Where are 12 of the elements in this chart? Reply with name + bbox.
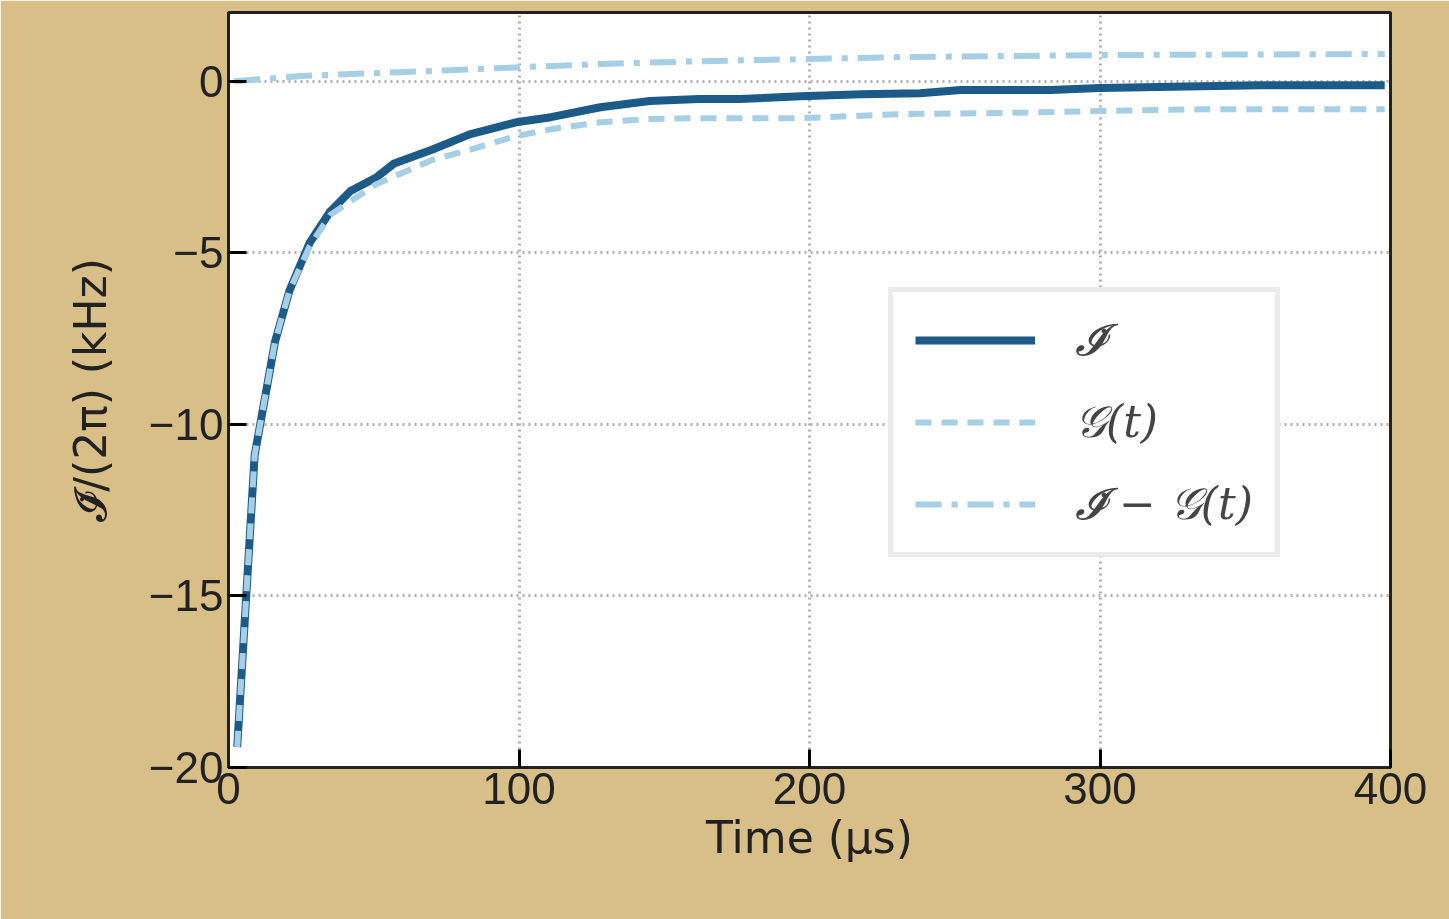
x-tick-label: 400 <box>1353 763 1428 813</box>
legend-label: 𝒢(t) <box>1075 396 1159 448</box>
legend-label: 𝓘̇ − 𝒢(t) <box>1075 478 1253 530</box>
y-axis-title: 𝓘̇/(2π) (kHz) <box>64 258 116 522</box>
y-tick-label: −10 <box>148 399 224 449</box>
y-tick-label: −15 <box>148 571 224 621</box>
x-tick-label: 100 <box>482 763 556 813</box>
x-axis-title: Time (μs) <box>705 811 913 863</box>
x-tick-label: 300 <box>1063 763 1137 813</box>
y-tick-label: 0 <box>199 56 224 106</box>
x-tick-label: 200 <box>772 763 847 813</box>
y-tick-label: −5 <box>173 228 224 278</box>
